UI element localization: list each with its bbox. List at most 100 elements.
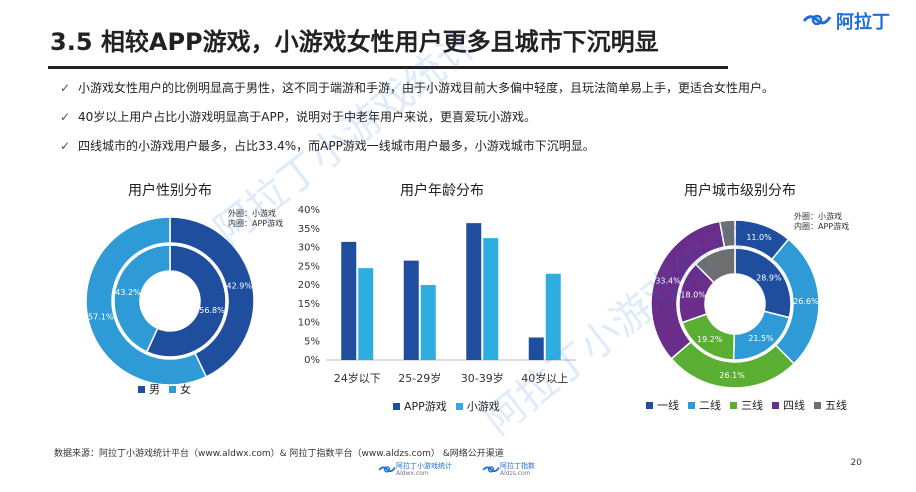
brand-logo: 阿拉丁 — [802, 8, 890, 34]
legend-item: 五线 — [814, 397, 847, 413]
y-tick-label: 15% — [298, 299, 320, 310]
footer-logo-sub: Aldzs.com — [500, 470, 531, 477]
bar-mini-game — [420, 285, 436, 360]
footer-logo: 阿拉丁指数 Aldzs.com — [482, 462, 535, 478]
y-tick-label: 30% — [298, 243, 320, 254]
gender-donut-chart: 42.9% 57.1% 56.8% 43.2% — [85, 216, 255, 385]
legend-swatch — [688, 401, 695, 409]
legend-item: 四线 — [772, 397, 805, 413]
y-tick-label: 40% — [298, 205, 320, 216]
aladdin-lamp-icon — [482, 466, 500, 473]
y-tick-label: 10% — [298, 318, 320, 329]
y-tick-label: 25% — [298, 261, 320, 272]
legend-swatch — [772, 401, 779, 409]
legend-label: 二线 — [699, 399, 721, 412]
outer-ring-slice-label: 26.6% — [793, 297, 819, 306]
y-tick-label: 0% — [304, 355, 320, 366]
x-tick-label: 25-29岁 — [398, 371, 441, 385]
inner-ring-slice — [694, 247, 736, 284]
legend-swatch — [138, 385, 145, 393]
legend-label: 男 — [149, 383, 160, 396]
inner-ring-slice-label: 43.2% — [115, 288, 141, 297]
title-underline — [48, 66, 728, 69]
bar-app-game — [528, 337, 544, 360]
legend-label: 五线 — [825, 399, 847, 412]
bar-mini-game — [358, 268, 374, 360]
bar-app-game — [341, 241, 357, 360]
inner-ring-slice — [734, 247, 792, 319]
legend-swatch — [646, 401, 653, 409]
bullet-text: 40岁以上用户占比小游戏明显高于APP，说明对于中老年用户来说，更喜爱玩小游戏。 — [78, 110, 536, 124]
ring-note-outer: 外圈：小游戏 — [794, 212, 842, 221]
check-icon: ✓ — [60, 80, 71, 95]
legend-swatch — [393, 402, 400, 410]
outer-ring-slice-label: 57.1% — [88, 313, 114, 322]
inner-ring-slice-label: 18.0% — [680, 290, 706, 299]
data-source: 数据来源：阿拉丁小游戏统计平台（www.aldwx.com）& 阿拉丁指数平台（… — [54, 449, 504, 459]
page-number: 20 — [850, 458, 862, 468]
bullet-list: ✓ 小游戏女性用户的比例明显高于男性，这不同于端游和手游，由于小游戏目前大多偏中… — [60, 74, 774, 159]
legend-swatch — [730, 401, 737, 409]
footer-logo-sub: Aldwx.com — [396, 470, 429, 477]
x-tick-label: 30-39岁 — [461, 371, 504, 385]
outer-ring-slice-label: 11.0% — [746, 233, 772, 242]
x-tick-label: 24岁以下 — [334, 371, 381, 385]
inner-ring-slice — [113, 244, 171, 353]
legend-item: APP游戏 — [393, 398, 447, 414]
ring-note-inner: 内圈：APP游戏 — [794, 222, 850, 231]
bullet-text: 四线城市的小游戏用户最多，占比33.4%，而APP游戏一线城市用户最多，小游戏城… — [78, 139, 595, 153]
bullet-text: 小游戏女性用户的比例明显高于男性，这不同于端游和手游，由于小游戏目前大多偏中轻度… — [78, 81, 775, 95]
legend-swatch — [455, 402, 463, 410]
footer-logos: 阿拉丁小游戏统计 Aldwx.com 阿拉丁指数 Aldzs.com — [378, 462, 535, 478]
page-title: 3.5 相较APP游戏，小游戏女性用户更多且城市下沉明显 — [50, 28, 659, 56]
legend-label: 一线 — [657, 399, 679, 412]
gender-ring-note: 外圈：小游戏 内圈：APP游戏 — [228, 209, 283, 229]
y-tick-label: 35% — [298, 224, 320, 235]
legend-swatch — [169, 385, 176, 393]
city-donut-chart: 11.0% 26.6% 26.1% 33.4% 28.9% 21.5% 19.2% 18.0% — [650, 219, 820, 389]
legend-item: 三线 — [730, 397, 763, 413]
y-tick-label: 20% — [298, 280, 320, 291]
check-icon: ✓ — [60, 109, 71, 124]
outer-ring-slice-label: 26.1% — [719, 371, 745, 380]
city-legend: 一线 二线 三线 四线 五线 — [646, 397, 856, 413]
inner-ring-slice-label: 28.9% — [756, 274, 782, 283]
legend-item: 一线 — [646, 397, 679, 413]
legend-label: 四线 — [783, 399, 805, 412]
aladdin-lamp-icon — [802, 14, 832, 26]
legend-item: 男 — [138, 381, 160, 397]
legend-swatch — [814, 401, 821, 409]
legend-label: 女 — [180, 383, 191, 396]
outer-ring-slice — [169, 216, 255, 378]
check-icon: ✓ — [60, 138, 71, 153]
x-tick-label: 40岁以上 — [521, 371, 568, 385]
bar-mini-game — [483, 238, 499, 360]
legend-label: 三线 — [741, 399, 763, 412]
ring-note-outer: 外圈：小游戏 — [228, 209, 276, 218]
legend-label: 小游戏 — [466, 400, 500, 413]
age-legend: APP游戏 小游戏 — [393, 398, 509, 414]
city-ring-note: 外圈：小游戏 内圈：APP游戏 — [794, 212, 849, 232]
outer-ring-slice-label: 33.4% — [655, 276, 681, 285]
footer-logo-name: 阿拉丁指数 — [500, 462, 535, 470]
bullet-item: ✓ 小游戏女性用户的比例明显高于男性，这不同于端游和手游，由于小游戏目前大多偏中… — [60, 74, 774, 101]
bar-app-game — [403, 260, 419, 360]
inner-ring-slice-label: 19.2% — [697, 335, 723, 344]
y-tick-label: 5% — [304, 336, 320, 347]
bullet-item: ✓ 四线城市的小游戏用户最多，占比33.4%，而APP游戏一线城市用户最多，小游… — [60, 132, 774, 159]
ring-note-inner: 内圈：APP游戏 — [228, 219, 284, 228]
gender-legend: 男 女 — [138, 381, 200, 397]
outer-ring-slice — [85, 216, 208, 385]
inner-ring-slice — [145, 244, 227, 358]
city-chart-title: 用户城市级别分布 — [684, 183, 796, 199]
aladdin-lamp-icon — [378, 466, 396, 473]
footer-logo: 阿拉丁小游戏统计 Aldwx.com — [378, 462, 452, 478]
age-chart-title: 用户年龄分布 — [400, 183, 484, 199]
gender-chart-title: 用户性别分布 — [128, 183, 212, 199]
bullet-item: ✓ 40岁以上用户占比小游戏明显高于APP，说明对于中老年用户来说，更喜爱玩小游… — [60, 103, 774, 130]
inner-ring-slice-label: 21.5% — [748, 334, 774, 343]
brand-logo-text: 阿拉丁 — [836, 12, 890, 33]
age-bar-chart: 0% 5% 10% 15% 20% 25% 30% 35% 40% 24岁以下 25-29岁 30-3… — [298, 205, 576, 385]
legend-item: 二线 — [688, 397, 721, 413]
inner-ring-slice-label: 56.8% — [199, 306, 225, 315]
